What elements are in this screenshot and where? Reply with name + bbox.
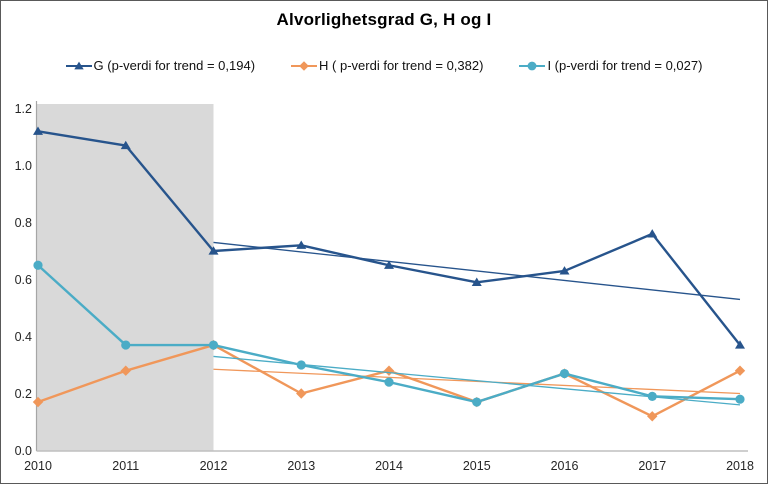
y-tick-label: 0.2 — [15, 387, 32, 401]
legend-marker-circle-icon — [519, 61, 546, 70]
y-tick-label: 1.0 — [15, 159, 32, 173]
marker-I — [472, 397, 482, 407]
marker-G — [296, 240, 307, 249]
legend-marker-triangle-icon — [65, 61, 92, 69]
marker-H — [383, 365, 395, 376]
marker-G — [735, 340, 745, 349]
shaded-region — [37, 104, 214, 451]
legend-item-I: I (p-verdi for trend = 0,027) — [519, 58, 702, 73]
legend-item-G: G (p-verdi for trend = 0,194) — [65, 58, 256, 73]
marker-G — [33, 126, 43, 135]
legend-label-I: I (p-verdi for trend = 0,027) — [547, 58, 703, 73]
marker-I — [208, 340, 219, 350]
x-tick-label: 2011 — [112, 459, 139, 473]
y-tick-label: 0.8 — [15, 216, 32, 230]
marker-H — [296, 388, 307, 399]
marker-H — [647, 411, 658, 422]
trendline-H — [213, 368, 741, 395]
marker-G — [208, 246, 219, 255]
legend-label-G: G (p-verdi for trend = 0,194) — [93, 58, 256, 73]
x-tick-label: 2012 — [200, 459, 228, 473]
legend-item-H: H ( p-verdi for trend = 0,382) — [291, 58, 483, 73]
chart-legend: G (p-verdi for trend = 0,194) H ( p-verdi… — [1, 58, 767, 73]
marker-I — [559, 368, 570, 379]
y-tick-label: 0.0 — [15, 444, 32, 458]
y-tick-label: 1.2 — [15, 102, 32, 116]
trendline-G — [213, 241, 741, 301]
marker-G — [559, 266, 570, 275]
y-tick-label: 0.6 — [15, 273, 32, 287]
x-tick-label: 2016 — [551, 459, 579, 473]
y-tick-label: 0.4 — [15, 330, 32, 344]
x-tick-label: 2015 — [463, 459, 491, 473]
x-tick-label: 2013 — [287, 459, 315, 473]
marker-G — [120, 140, 131, 150]
marker-G — [471, 277, 482, 286]
marker-I — [647, 391, 657, 401]
marker-I — [33, 260, 43, 270]
marker-H — [32, 396, 44, 408]
marker-I — [296, 360, 306, 370]
marker-G — [647, 229, 658, 238]
x-tick-label: 2018 — [726, 459, 754, 473]
legend-label-H: H ( p-verdi for trend = 0,382) — [319, 58, 484, 73]
legend-marker-diamond-icon — [291, 60, 318, 71]
x-tick-label: 2017 — [638, 459, 666, 473]
marker-I — [384, 377, 394, 387]
x-tick-label: 2014 — [375, 459, 403, 473]
x-tick-label: 2010 — [24, 459, 52, 473]
marker-H — [734, 365, 746, 376]
chart-title: Alvorlighetsgrad G, H og I — [276, 10, 492, 29]
marker-G — [384, 260, 394, 269]
marker-I — [735, 394, 745, 404]
marker-I — [121, 340, 131, 350]
